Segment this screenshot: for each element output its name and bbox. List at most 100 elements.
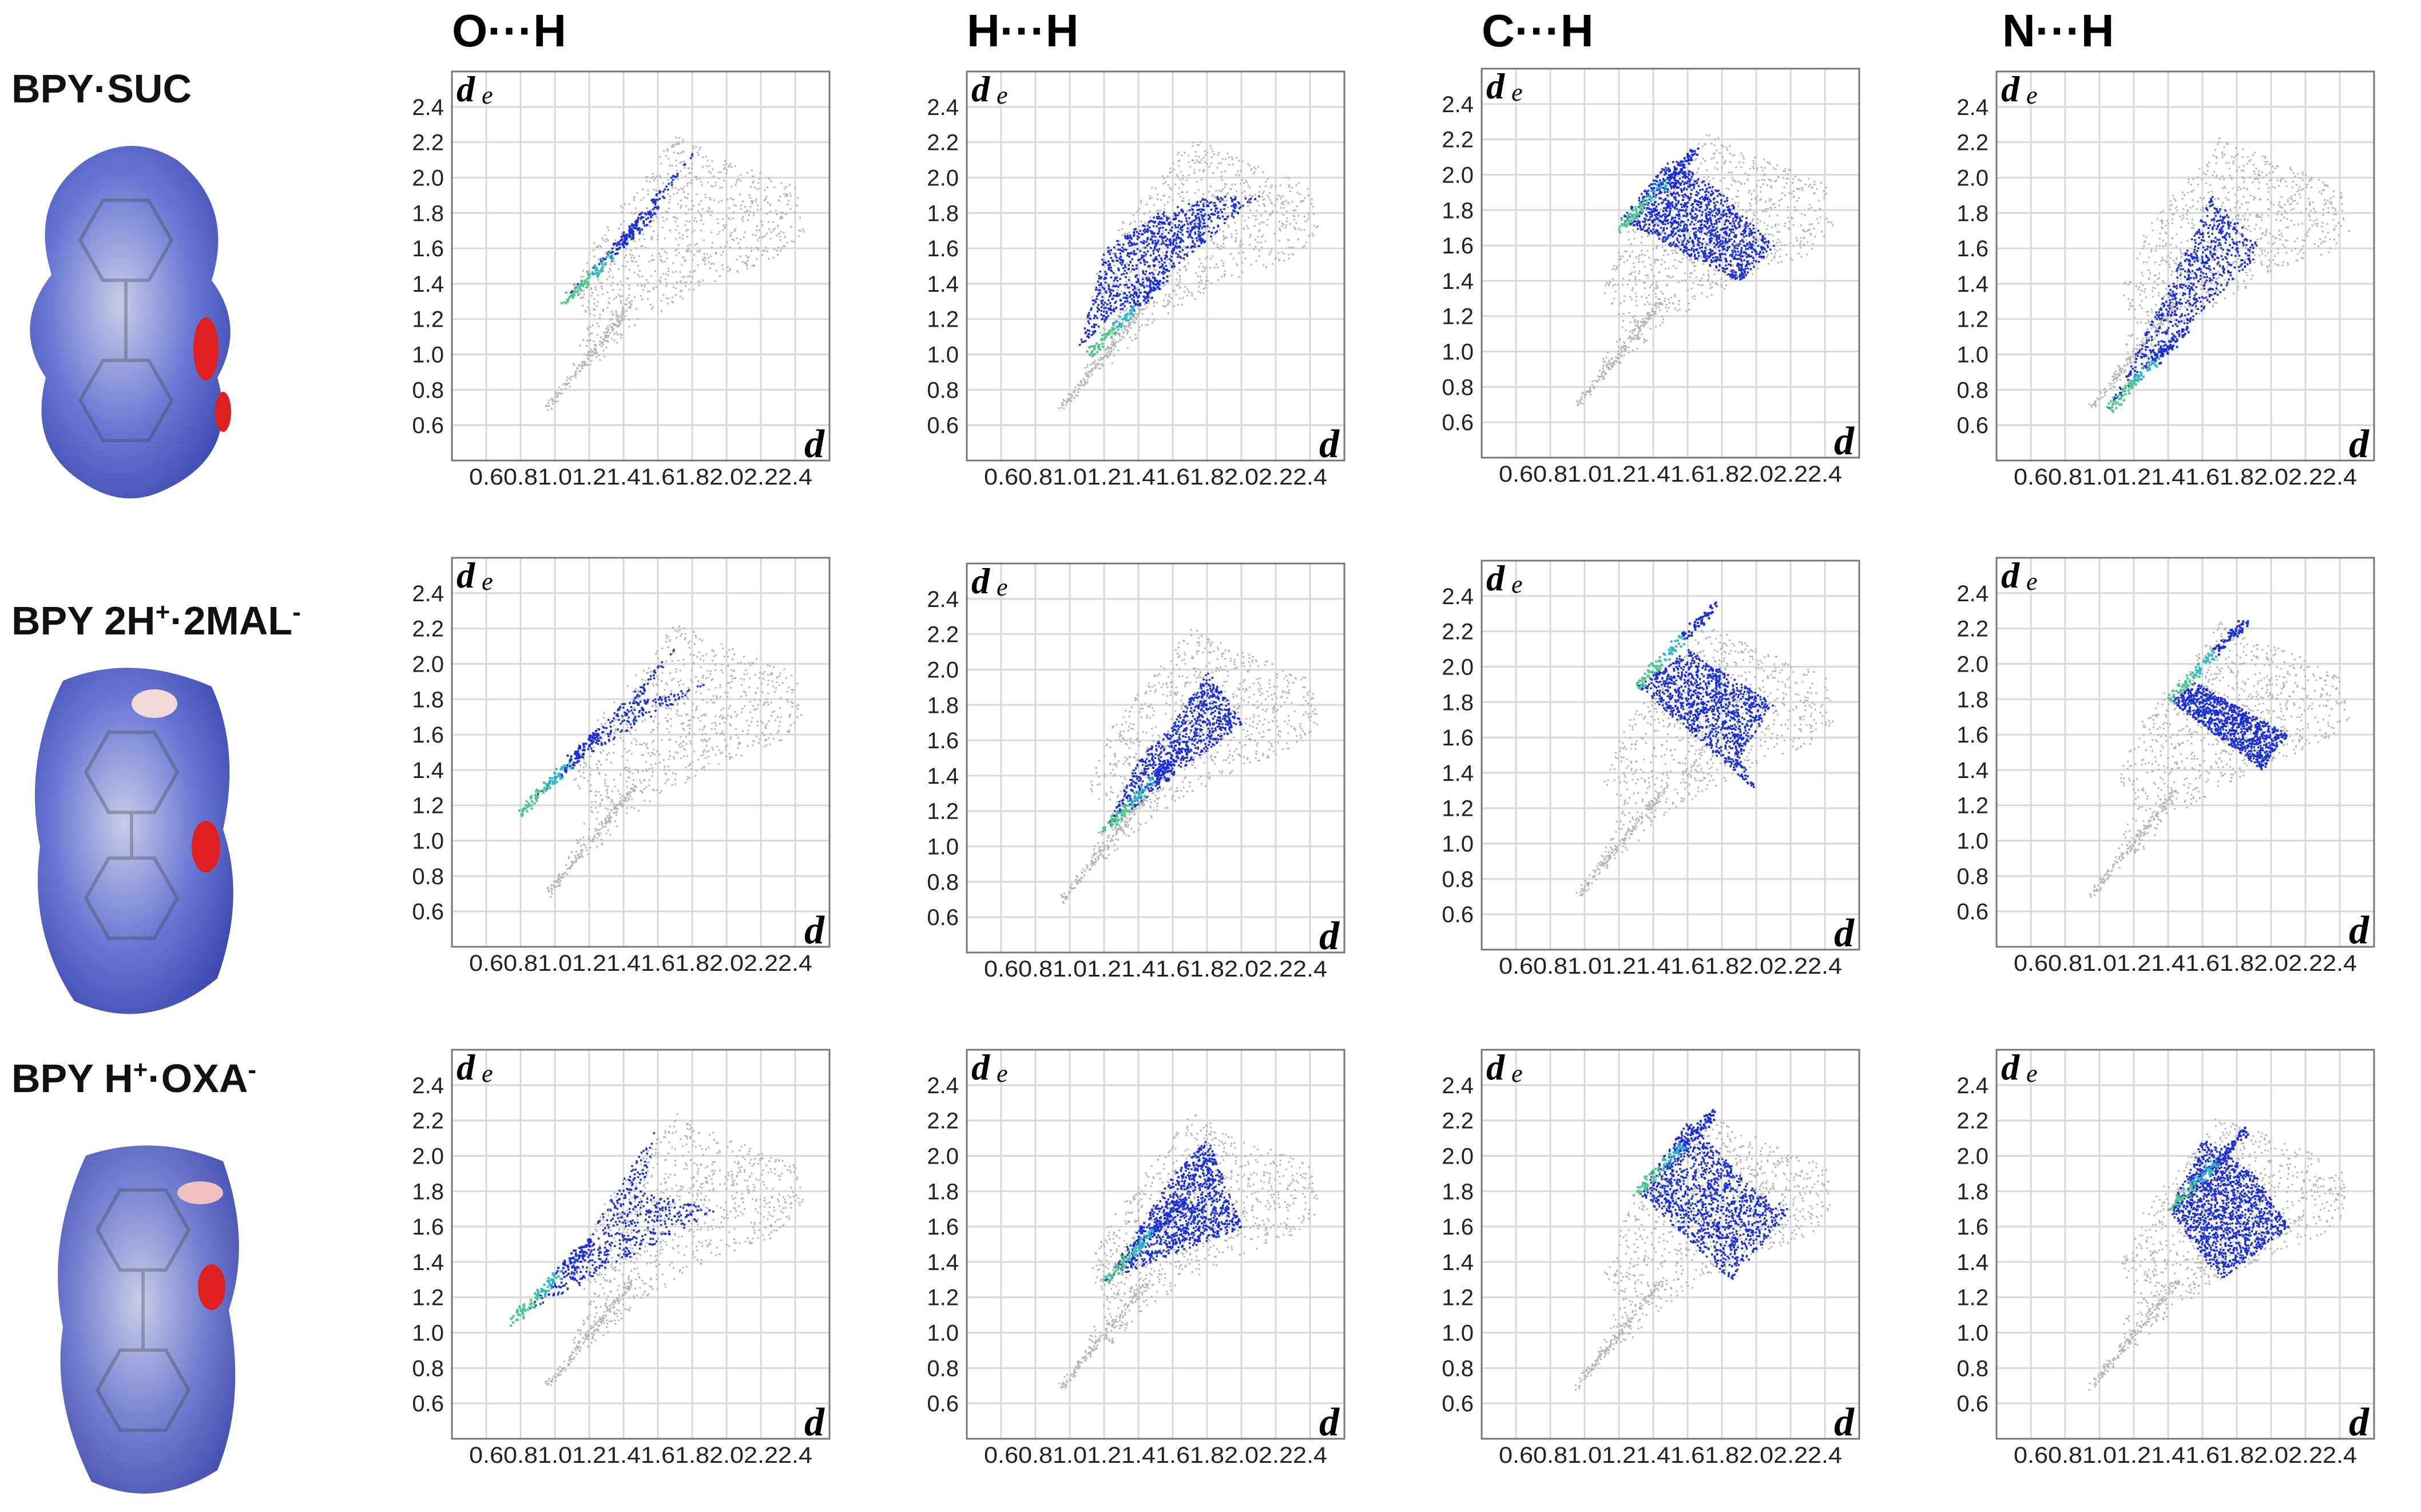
contact-point (1684, 223, 1686, 225)
grey-point (606, 331, 609, 333)
grey-point (751, 203, 753, 205)
grey-point (1811, 248, 1813, 250)
grey-point (1240, 182, 1242, 185)
grey-point (607, 336, 609, 338)
contact-point (1198, 225, 1201, 228)
contact-point (1152, 259, 1155, 262)
grey-point (1295, 228, 1297, 231)
contact-point (1151, 231, 1153, 233)
grey-point (1263, 264, 1265, 266)
grey-point (1579, 402, 1582, 404)
contact-point (1188, 217, 1190, 219)
grey-point (577, 289, 579, 291)
grey-point (698, 212, 701, 215)
grey-point (1186, 210, 1188, 212)
grey-point (608, 229, 610, 231)
grey-point (1628, 231, 1630, 233)
grey-fingerprint-cloud (1058, 141, 1319, 410)
grey-point (702, 279, 704, 281)
grey-point (1223, 196, 1225, 198)
grey-point (606, 278, 608, 280)
contact-point (610, 256, 613, 259)
grey-point (1739, 161, 1741, 164)
grey-point (622, 307, 625, 309)
grey-point (619, 323, 621, 325)
grey-point (747, 219, 749, 221)
grey-point (1097, 272, 1099, 275)
contact-point (1203, 215, 1205, 217)
hirshfeld-surface-bpy-h-oxa (58, 1145, 239, 1494)
grey-point (702, 223, 704, 225)
grey-point (1209, 267, 1211, 269)
grey-point (1112, 348, 1114, 351)
contact-point (1656, 229, 1658, 231)
grey-point (632, 254, 634, 256)
contact-point (1108, 299, 1110, 301)
contact-point (1158, 221, 1161, 223)
grey-point (1677, 216, 1679, 219)
grey-point (558, 386, 561, 388)
contact-point (1197, 223, 1200, 225)
grey-point (1665, 307, 1667, 309)
grey-point (566, 379, 568, 382)
contact-point (1129, 317, 1132, 320)
grey-point (1777, 176, 1780, 178)
grey-point (1177, 160, 1180, 162)
grey-point (725, 172, 728, 174)
grey-point (769, 237, 772, 240)
contact-point (591, 271, 594, 274)
contact-point (565, 291, 567, 294)
grey-point (1105, 309, 1108, 312)
grey-point (1787, 173, 1789, 175)
grey-point (1656, 281, 1658, 283)
contact-point (1162, 277, 1165, 280)
grey-point (718, 201, 720, 203)
grey-point (546, 404, 548, 407)
contact-point (1724, 241, 1727, 244)
contact-point (1186, 223, 1189, 225)
grey-point (722, 229, 724, 231)
contact-point (1145, 253, 1148, 256)
grey-point (1677, 247, 1679, 249)
grey-point (1601, 375, 1604, 377)
grey-point (594, 309, 596, 311)
grey-point (1740, 166, 1743, 168)
contact-point (1152, 273, 1155, 276)
contact-point (1156, 258, 1158, 261)
contact-point (1149, 281, 1152, 284)
contact-point (1146, 299, 1149, 302)
grey-point (1212, 194, 1214, 196)
grey-point (1267, 197, 1269, 199)
grey-point (1608, 368, 1610, 370)
grey-point (628, 301, 630, 304)
grey-point (755, 198, 757, 200)
contact-point (1721, 245, 1723, 248)
grey-point (1241, 243, 1244, 245)
grey-point (675, 137, 677, 139)
contact-point (1678, 234, 1680, 237)
grey-point (1299, 193, 1301, 195)
grey-point (1122, 309, 1125, 312)
grey-point (1136, 318, 1138, 320)
contact-point (1741, 268, 1743, 270)
grey-point (615, 311, 617, 313)
contact-point (1120, 308, 1122, 311)
contact-point (1690, 216, 1693, 219)
grey-point (1819, 216, 1821, 219)
contact-point (1661, 239, 1664, 241)
grey-point (1765, 208, 1767, 210)
grey-point (1696, 222, 1698, 224)
contact-point (618, 247, 621, 249)
grey-point (1697, 181, 1699, 183)
contact-point (1199, 237, 1202, 240)
grey-point (623, 309, 625, 312)
contact-point (1706, 217, 1708, 220)
grey-point (1114, 344, 1116, 346)
grey-point (1065, 402, 1067, 404)
grey-point (676, 281, 678, 283)
contact-point (1637, 220, 1640, 223)
contact-point (1177, 230, 1180, 233)
grey-point (1644, 324, 1646, 326)
grey-point (652, 230, 654, 232)
grey-point (694, 244, 696, 246)
